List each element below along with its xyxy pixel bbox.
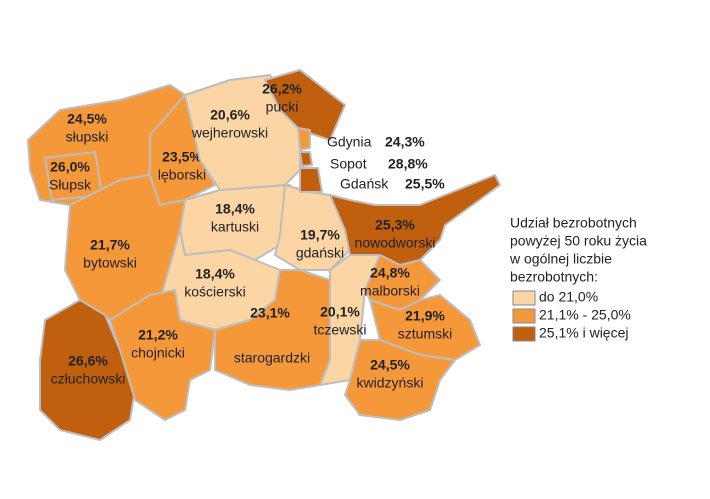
legend-title: Udział bezrobotnych (510, 215, 637, 231)
region-name: kartuski (211, 219, 259, 235)
city-area (299, 167, 323, 193)
region-value: 23,1% (250, 305, 290, 321)
city-name: Gdańsk (340, 176, 389, 192)
city-value: 28,8% (388, 156, 428, 172)
city-value: 25,5% (405, 176, 445, 192)
region-name: tczewski (314, 322, 367, 338)
region-name: chojnicki (131, 345, 185, 361)
region-value: 21,2% (138, 327, 178, 343)
legend-label: 21,1% - 25,0% (539, 307, 631, 323)
region-value: 20,6% (210, 107, 250, 123)
city-name: Gdynia (327, 134, 372, 150)
region-name: lęborski (158, 167, 206, 183)
region-name: nowodworski (355, 235, 436, 251)
region-value: 26,6% (68, 353, 108, 369)
region-value: 18,4% (215, 201, 255, 217)
region-value: 24,5% (67, 111, 107, 127)
region-value: 26,2% (262, 81, 302, 97)
legend-title: w ogólnej liczbie (509, 251, 612, 267)
legend-label: 25,1% i więcej (539, 325, 629, 341)
region-name: kwidzyński (357, 375, 424, 391)
region-name: słupski (66, 129, 109, 145)
region-name: gdański (296, 245, 344, 261)
region-name: pucki (266, 99, 299, 115)
legend-title: bezrobotnych: (510, 269, 598, 285)
region-value: 21,7% (90, 237, 130, 253)
region (39, 299, 136, 441)
region-name: bytowski (83, 255, 137, 271)
region-value: 24,5% (370, 357, 410, 373)
legend-title: powyżej 50 roku życia (510, 233, 647, 249)
region-name: malborski (360, 283, 420, 299)
region (344, 339, 456, 421)
region (109, 289, 216, 421)
region-value: 26,0% (50, 159, 90, 175)
region-name: wejherowski (191, 125, 268, 141)
city-area (297, 127, 311, 151)
city-name: Sopot (330, 156, 367, 172)
region (264, 69, 346, 141)
legend-swatch (512, 308, 536, 324)
region-value: 18,4% (195, 266, 235, 282)
legend-label: do 21,0% (539, 289, 598, 305)
region-value: 20,1% (320, 304, 360, 320)
region-value: 19,7% (300, 227, 340, 243)
region-name: kościerski (184, 284, 245, 300)
region-name: starogardzki (234, 350, 310, 366)
region-name: Słupsk (49, 177, 92, 193)
region-value: 21,9% (405, 308, 445, 324)
region-value: 25,3% (375, 217, 415, 233)
city-area (299, 151, 313, 167)
legend-swatch (512, 326, 536, 342)
region-value: 23,5% (162, 149, 202, 165)
city-value: 24,3% (385, 134, 425, 150)
region-name: człuchowski (51, 371, 126, 387)
region-name: sztumski (398, 326, 452, 342)
legend-swatch (512, 290, 536, 306)
region-value: 24,8% (370, 265, 410, 281)
